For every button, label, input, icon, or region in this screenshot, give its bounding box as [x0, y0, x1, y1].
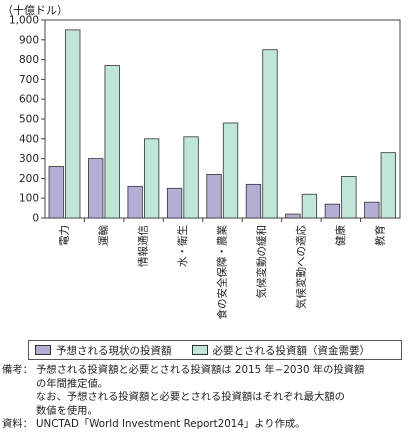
bar-required [301, 193, 318, 219]
bar-current [48, 166, 64, 219]
y-tick-label: 1,000 [9, 15, 39, 27]
x-tick-label: 健康 [334, 225, 347, 246]
x-tick-label: 情報通信 [137, 225, 150, 267]
note-biko-line: の年間推定値。 [36, 377, 109, 390]
note-biko-line: 数値を使用。 [36, 404, 98, 417]
bar-required [104, 65, 120, 219]
y-tick-label: 0 [32, 213, 39, 225]
bar-required [183, 136, 199, 219]
legend-item-current: 予想される現状の投資額 [35, 343, 172, 358]
bar-current [166, 187, 183, 219]
note-shiryo-label: 資料： [2, 418, 33, 431]
bar-chart: （十億ドル） 0 100 200 300 400 500 600 700 800 900 1,000… [2, 3, 401, 320]
y-tick-label: 900 [19, 34, 39, 46]
legend-label-required: 必要とされる投資額（資金需要） [212, 344, 371, 357]
bar-required [262, 49, 278, 219]
bar-required [222, 122, 239, 219]
bar-current [364, 201, 380, 219]
bar-required [65, 29, 81, 219]
x-tick-label: 水・衛生 [176, 225, 189, 267]
x-tick-label: 運輸 [97, 225, 110, 246]
y-tick-label: 100 [19, 193, 39, 205]
bar-required [341, 176, 357, 219]
note-shiryo: 資料： UNCTAD「World Investment Report2014」よ… [2, 418, 408, 432]
y-ticks: 0 100 200 300 400 500 600 700 800 900 1,000 [9, 15, 45, 225]
note-biko-line: なお、予想される投資額と必要とされる投資額はそれぞれ最大額の [36, 391, 345, 404]
note-biko: 備考： 予想される投資額と必要とされる投資額は 2015 年−2030 年の投資… [2, 364, 408, 418]
legend-swatch-current [35, 345, 51, 355]
y-tick-label: 700 [19, 74, 39, 86]
bar-current [324, 203, 341, 219]
legend: 予想される現状の投資額 必要とされる投資額（資金需要） [28, 340, 402, 360]
bars [48, 29, 396, 219]
legend-swatch-required [191, 345, 208, 355]
bar-current [285, 213, 301, 219]
y-tick-label: 500 [19, 114, 39, 126]
bar-current [127, 185, 143, 219]
x-tick-label: 気候変動への適応 [294, 225, 307, 309]
bar-required [380, 152, 396, 219]
x-tick-label: 気候変動の緩和 [255, 225, 268, 299]
note-biko-line: 予想される投資額と必要とされる投資額は 2015 年−2030 年の投資額 [36, 364, 365, 376]
x-tick-label: 食の安全保障・農業 [216, 225, 229, 320]
bar-current [245, 183, 262, 219]
y-tick-label: 300 [19, 153, 39, 165]
bar-current [206, 174, 222, 219]
y-tick-label: 400 [19, 133, 39, 145]
x-tick-label: 電力 [58, 225, 71, 246]
y-tick-label: 800 [19, 54, 39, 66]
x-tick-labels: 電力 運輸 情報通信 水・衛生 食の安全保障・農業 気候変動の緩和 気候変動への適応 健康 教育 [58, 218, 386, 320]
y-tick-label: 200 [19, 173, 39, 185]
note-shiryo-line: UNCTAD「World Investment Report2014」より作成。 [36, 418, 306, 431]
notes: 備考： 予想される投資額と必要とされる投資額は 2015 年−2030 年の投資… [2, 364, 408, 432]
x-tick-label: 教育 [373, 225, 386, 246]
legend-label-current: 予想される現状の投資額 [56, 344, 172, 357]
y-unit-label: （十億ドル） [2, 3, 68, 17]
bar-required [143, 138, 160, 219]
y-tick-label: 600 [19, 94, 39, 106]
legend-item-required: 必要とされる投資額（資金需要） [191, 343, 371, 358]
note-biko-label: 備考： [2, 364, 33, 376]
bar-current [88, 158, 104, 219]
